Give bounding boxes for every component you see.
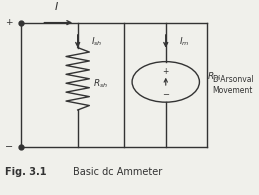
Text: $R_m$: $R_m$ [207, 71, 221, 83]
Text: $-$: $-$ [162, 88, 170, 97]
Text: $R_{sh}$: $R_{sh}$ [93, 77, 108, 90]
Text: +: + [163, 67, 169, 76]
Text: $I_m$: $I_m$ [179, 35, 189, 48]
Text: $I_{sh}$: $I_{sh}$ [91, 35, 102, 48]
Text: +: + [5, 18, 13, 27]
Text: −: − [5, 142, 13, 152]
Text: D’Arsonval
Movement: D’Arsonval Movement [212, 75, 254, 95]
Text: Basic dc Ammeter: Basic dc Ammeter [73, 167, 162, 177]
Text: $I$: $I$ [54, 0, 60, 12]
Text: Fig. 3.1: Fig. 3.1 [5, 167, 47, 177]
